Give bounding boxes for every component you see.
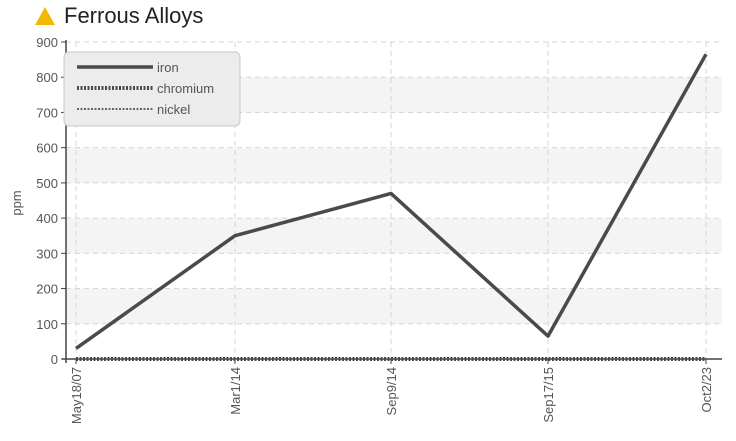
- y-tick-label: 700: [36, 105, 58, 120]
- x-tick-label: Mar1/14: [228, 367, 243, 415]
- legend: iron chromium nickel: [63, 51, 241, 127]
- x-tick-label: Sep17/15: [541, 367, 556, 423]
- grid-band: [66, 218, 722, 254]
- y-tick-label: 100: [36, 317, 58, 332]
- x-tick-labels: May18/07 Mar1/14 Sep9/14 Sep17/15 Oct2/23: [69, 367, 714, 424]
- chart-header: Ferrous Alloys: [34, 0, 203, 32]
- chart-title: Ferrous Alloys: [64, 3, 204, 28]
- y-tick-labels: 0 100 200 300 400 500 600 700 800 900: [36, 35, 58, 367]
- warning-triangle-icon: [35, 7, 55, 25]
- series-lines: [74, 53, 708, 361]
- x-tick-label: Oct2/23: [699, 367, 714, 413]
- y-tick-label: 500: [36, 176, 58, 191]
- x-tick-label: May18/07: [69, 367, 84, 424]
- y-tick-label: 800: [36, 70, 58, 85]
- y-tick-label: 900: [36, 35, 58, 50]
- legend-label: iron: [157, 60, 179, 75]
- y-tick-label: 600: [36, 141, 58, 156]
- x-tick-label: Sep9/14: [384, 367, 399, 415]
- grid-band: [66, 147, 722, 183]
- y-tick-label: 0: [51, 352, 58, 367]
- series-line-iron: [74, 53, 708, 350]
- y-tick-label: 200: [36, 282, 58, 297]
- y-axis-label: ppm: [9, 190, 24, 215]
- y-tick-label: 400: [36, 211, 58, 226]
- y-tick-label: 300: [36, 246, 58, 261]
- legend-label: chromium: [157, 81, 214, 96]
- legend-label: nickel: [157, 102, 190, 117]
- grid-band: [66, 288, 722, 324]
